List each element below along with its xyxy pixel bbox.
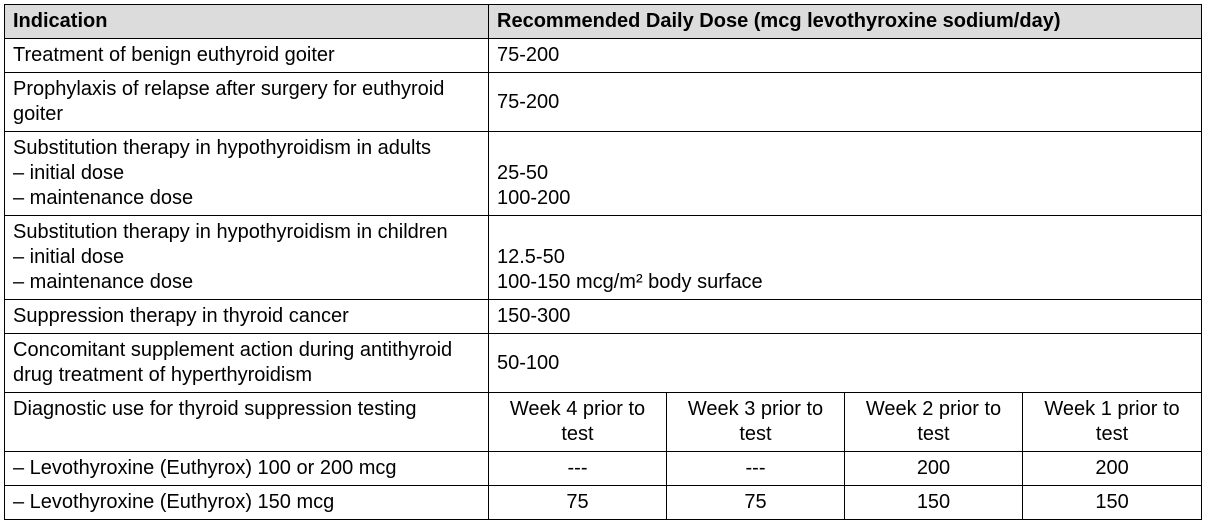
diagnostic-drug-row: – Levothyroxine (Euthyrox) 150 mcg 75 75…	[5, 486, 1202, 520]
cell-indication: Prophylaxis of relapse after surgery for…	[5, 73, 489, 132]
cell-week: Week 2 prior to test	[845, 393, 1023, 452]
diagnostic-header-row: Diagnostic use for thyroid suppression t…	[5, 393, 1202, 452]
diagnostic-drug-row: – Levothyroxine (Euthyrox) 100 or 200 mc…	[5, 452, 1202, 486]
table-row: Substitution therapy in hypothyroidism i…	[5, 216, 1202, 300]
cell-week: Week 4 prior to test	[489, 393, 667, 452]
cell-indication: Substitution therapy in hypothyroidism i…	[5, 216, 489, 300]
cell-dose: 50-100	[489, 334, 1202, 393]
table-row: Concomitant supplement action during ant…	[5, 334, 1202, 393]
cell-indication: Substitution therapy in hypothyroidism i…	[5, 132, 489, 216]
cell-drug-value: 75	[667, 486, 845, 520]
table-row: Substitution therapy in hypothyroidism i…	[5, 132, 1202, 216]
dosage-table: Indication Recommended Daily Dose (mcg l…	[4, 4, 1202, 520]
cell-drug-value: ---	[667, 452, 845, 486]
cell-drug-value: ---	[489, 452, 667, 486]
cell-drug-label: – Levothyroxine (Euthyrox) 100 or 200 mc…	[5, 452, 489, 486]
cell-drug-value: 200	[1023, 452, 1202, 486]
cell-dose: 150-300	[489, 300, 1202, 334]
table-row: Treatment of benign euthyroid goiter 75-…	[5, 39, 1202, 73]
cell-week: Week 3 prior to test	[667, 393, 845, 452]
cell-diagnostic-label: Diagnostic use for thyroid suppression t…	[5, 393, 489, 452]
cell-dose: 12.5-50 100-150 mcg/m² body surface	[489, 216, 1202, 300]
cell-week: Week 1 prior to test	[1023, 393, 1202, 452]
cell-dose: 25-50 100-200	[489, 132, 1202, 216]
table-header-row: Indication Recommended Daily Dose (mcg l…	[5, 5, 1202, 39]
cell-drug-value: 150	[845, 486, 1023, 520]
cell-drug-label: – Levothyroxine (Euthyrox) 150 mcg	[5, 486, 489, 520]
cell-drug-value: 75	[489, 486, 667, 520]
cell-drug-value: 150	[1023, 486, 1202, 520]
table-row: Suppression therapy in thyroid cancer 15…	[5, 300, 1202, 334]
cell-indication: Treatment of benign euthyroid goiter	[5, 39, 489, 73]
cell-drug-value: 200	[845, 452, 1023, 486]
table-row: Prophylaxis of relapse after surgery for…	[5, 73, 1202, 132]
cell-indication: Suppression therapy in thyroid cancer	[5, 300, 489, 334]
header-indication: Indication	[5, 5, 489, 39]
cell-dose: 75-200	[489, 39, 1202, 73]
cell-indication: Concomitant supplement action during ant…	[5, 334, 489, 393]
header-dose: Recommended Daily Dose (mcg levothyroxin…	[489, 5, 1202, 39]
cell-dose: 75-200	[489, 73, 1202, 132]
